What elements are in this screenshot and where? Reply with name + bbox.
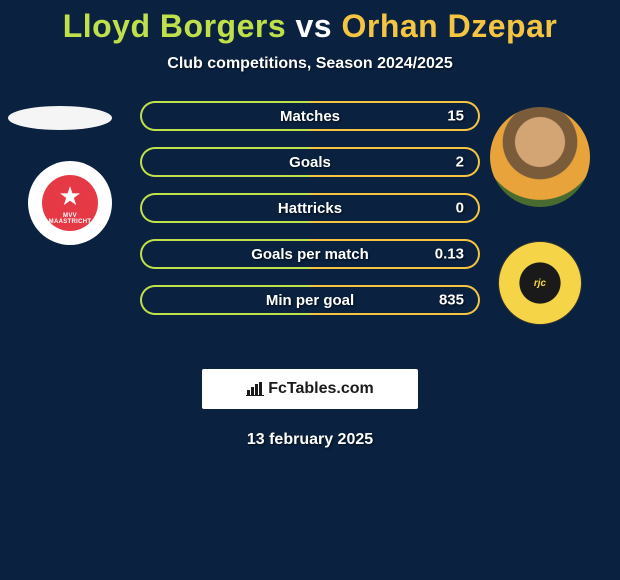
stat-value-right: 835 [439, 292, 464, 309]
player2-club-badge: rjc [498, 241, 582, 325]
stat-value-right: 15 [447, 108, 464, 125]
date-line: 13 february 2025 [0, 431, 620, 449]
stat-row: Matches 15 [140, 101, 480, 131]
stat-value-right: 2 [456, 154, 464, 171]
stat-label: Goals per match [251, 246, 369, 263]
stat-value-right: 0 [456, 200, 464, 217]
star-icon: ★ [58, 183, 81, 209]
branding-text: FcTables.com [268, 380, 374, 398]
stat-row: Hattricks 0 [140, 193, 480, 223]
rjc-label: rjc [534, 278, 546, 289]
subtitle: Club competitions, Season 2024/2025 [0, 55, 620, 73]
player2-name: Orhan Dzepar [341, 8, 557, 44]
player1-name: Lloyd Borgers [63, 8, 286, 44]
comparison-card: Lloyd Borgers vs Orhan Dzepar Club compe… [0, 0, 620, 449]
stat-label: Goals [289, 154, 331, 171]
mvv-label: MVV MAASTRICHT [42, 213, 98, 225]
stat-label: Min per goal [266, 292, 354, 309]
vs-separator: vs [296, 8, 333, 44]
branding-box: FcTables.com [202, 369, 418, 409]
bar-chart-icon [246, 382, 264, 396]
stats-list: Matches 15 Goals 2 Hattricks 0 Goals per match… [140, 101, 480, 331]
player1-avatar [8, 106, 112, 130]
player2-avatar [490, 107, 590, 207]
mvv-badge-inner: ★ MVV MAASTRICHT [42, 175, 98, 231]
stat-row: Goals per match 0.13 [140, 239, 480, 269]
comparison-title: Lloyd Borgers vs Orhan Dzepar [0, 8, 620, 45]
player1-club-badge: ★ MVV MAASTRICHT [28, 161, 112, 245]
stat-label: Hattricks [278, 200, 342, 217]
stat-value-right: 0.13 [435, 246, 464, 263]
stat-label: Matches [280, 108, 340, 125]
stat-row: Min per goal 835 [140, 285, 480, 315]
stat-row: Goals 2 [140, 147, 480, 177]
body-area: ★ MVV MAASTRICHT rjc Matches 15 Goals 2 Hatt… [0, 101, 620, 351]
